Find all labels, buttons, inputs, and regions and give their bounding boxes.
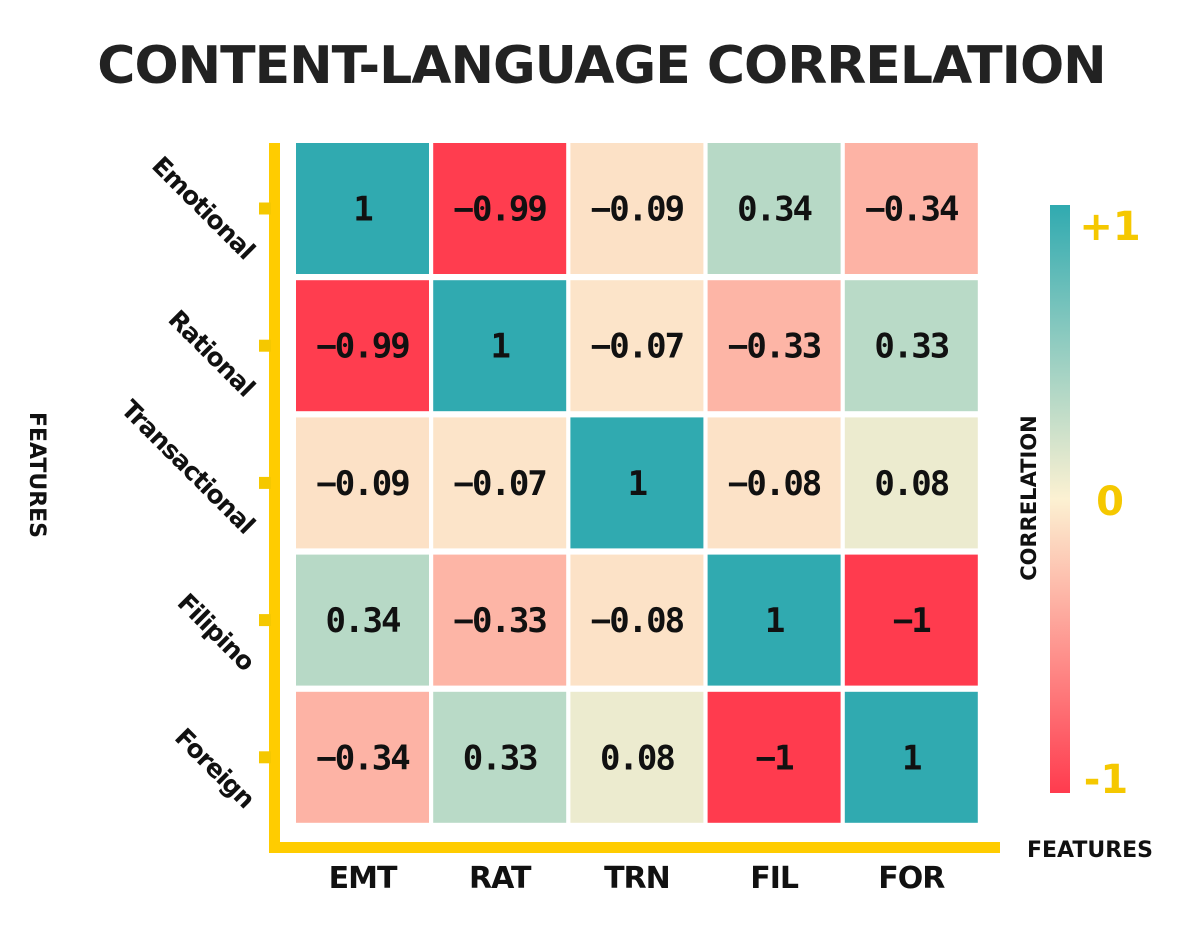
x-tick-label: RAT	[469, 861, 532, 896]
cell-value-label: 0.34	[737, 190, 811, 230]
cell-value-label: 0.33	[463, 738, 537, 778]
heatmap-cell	[844, 280, 978, 412]
heatmap-cell	[296, 691, 429, 823]
cell-value-label: −0.33	[728, 327, 821, 367]
y-axis-line	[269, 143, 280, 853]
heatmap-cell	[844, 143, 978, 274]
x-axis-line	[269, 842, 1000, 853]
heatmap-cell	[296, 280, 429, 412]
y-tick-mark	[259, 476, 271, 489]
x-tick-label: EMT	[329, 861, 398, 896]
heatmap-cell	[707, 280, 841, 412]
heatmap-cell	[844, 417, 978, 549]
cell-value-label: 1	[490, 327, 509, 367]
colorbar-tick-label: -1	[1084, 757, 1128, 803]
y-tick-mark	[259, 339, 271, 352]
cell-value-label: 1	[353, 190, 372, 230]
x-tick-label: FIL	[750, 861, 799, 896]
heatmap-cell	[433, 691, 567, 823]
x-tick-label: FOR	[878, 861, 945, 896]
heatmap-cell	[570, 554, 704, 686]
cell-value-label: −0.08	[591, 601, 684, 641]
x-tick-label: TRN	[604, 861, 670, 896]
cell-value-label: −0.09	[591, 190, 684, 230]
colorbar	[1050, 205, 1070, 793]
y-tick-label: Rational	[163, 304, 261, 402]
cell-value-label: 1	[765, 601, 784, 641]
cell-value-label: −0.34	[865, 190, 958, 230]
cell-value-label: 1	[628, 464, 647, 504]
y-tick-mark	[259, 751, 271, 764]
y-tick-label: Emotional	[146, 151, 260, 265]
heatmap-cell	[433, 554, 567, 686]
heatmap-cell	[707, 143, 841, 274]
cell-value-label: 0.34	[326, 601, 400, 641]
y-tick-label: Filipino	[172, 588, 261, 677]
heatmap-cell	[570, 691, 704, 823]
cell-value-label: −0.07	[591, 327, 683, 367]
heatmap-cell	[844, 554, 978, 686]
heatmap-cell	[570, 280, 704, 412]
heatmap-cell	[707, 554, 841, 686]
cell-value-label: −0.99	[454, 190, 547, 230]
heatmap-cell	[296, 417, 429, 549]
cell-value-label: −1	[893, 601, 930, 641]
cell-value-label: 0.08	[600, 738, 674, 778]
cell-value-label: −0.09	[316, 464, 409, 504]
cell-value-label: −0.33	[454, 601, 547, 641]
heatmap-cell	[844, 691, 978, 823]
heatmap-cell	[433, 280, 567, 412]
colorbar-title: CORRELATION	[1017, 415, 1041, 581]
heatmap-cell	[570, 417, 704, 549]
chart-title: CONTENT-LANGUAGE CORRELATION	[97, 36, 1106, 96]
cell-value-label: −0.34	[316, 738, 409, 778]
cell-value-label: −0.07	[454, 464, 546, 504]
heatmap-cell	[570, 143, 704, 274]
heatmap-cell	[296, 143, 429, 274]
colorbar-tick-label: 0	[1096, 479, 1124, 525]
cell-value-label: −1	[756, 738, 793, 778]
cell-value-label: 0.08	[874, 464, 948, 504]
heatmap-cell	[707, 417, 841, 549]
cell-value-label: −0.99	[316, 327, 409, 367]
heatmap-cell	[296, 554, 429, 686]
x-axis-title: FEATURES	[1027, 838, 1153, 863]
heatmap-cell	[433, 143, 567, 274]
cell-value-label: 1	[902, 738, 921, 778]
heatmap-cell	[433, 417, 567, 549]
cell-value-label: −0.08	[728, 464, 821, 504]
colorbar-tick-label: +1	[1079, 204, 1140, 250]
y-tick-mark	[259, 614, 271, 627]
y-axis-title: FEATURES	[24, 412, 49, 538]
y-tick-mark	[259, 202, 271, 215]
y-tick-label: Transactional	[115, 394, 260, 539]
heatmap-cell	[707, 691, 841, 823]
y-tick-label: Foreign	[169, 722, 260, 813]
cell-value-label: 0.33	[874, 327, 948, 367]
